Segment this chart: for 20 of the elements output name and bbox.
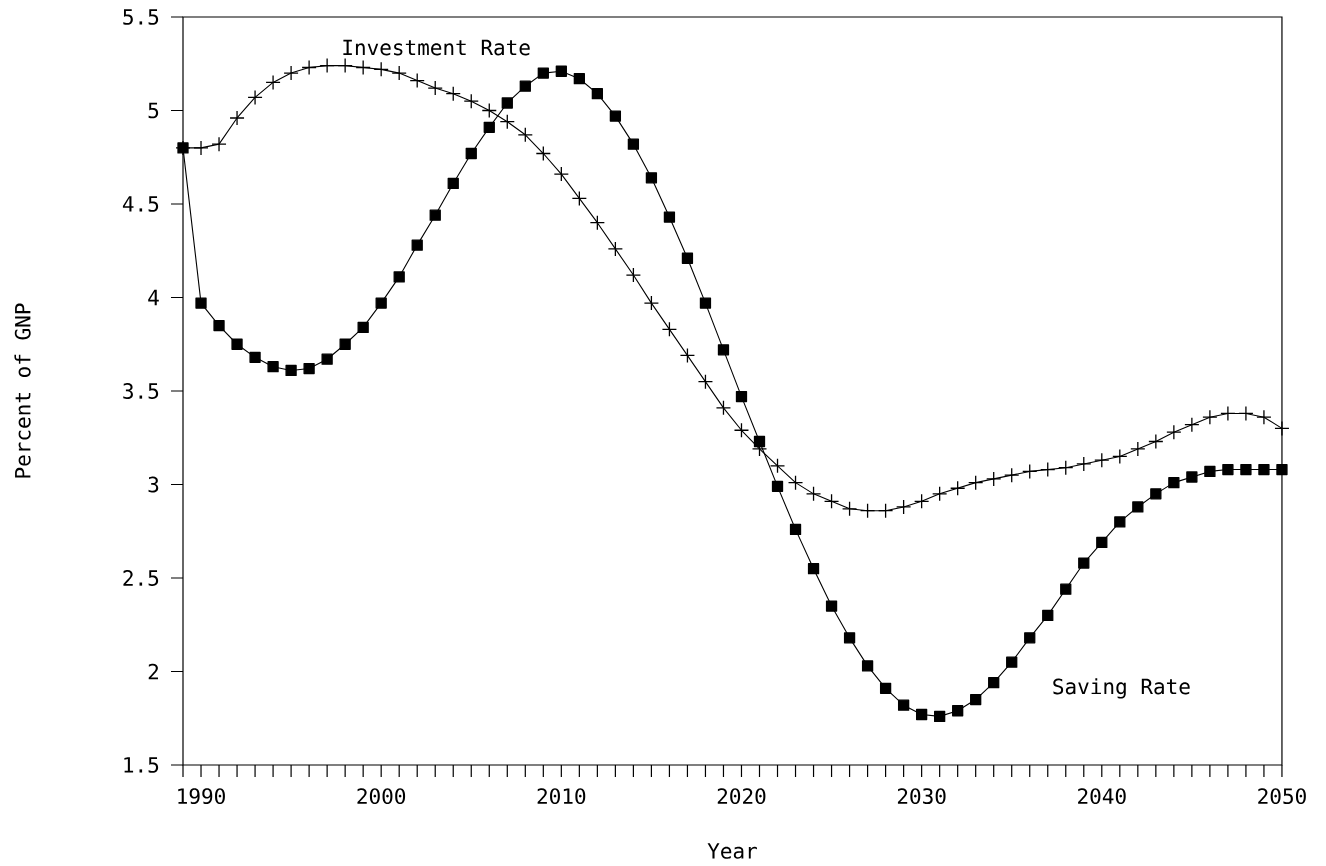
series-label: Saving Rate	[1053, 678, 1190, 699]
y-tick-label: 5	[148, 102, 159, 119]
x-tick-label: 2020	[717, 788, 766, 805]
y-axis-title: Percent of GNP	[14, 303, 31, 478]
y-tick-label: 4.5	[122, 196, 159, 212]
y-tick-label: 1.5	[124, 757, 159, 773]
x-tick-label: 2050	[1258, 788, 1306, 805]
x-tick-label: 1990	[178, 788, 225, 805]
x-tick-label: 2000	[357, 788, 406, 805]
series-label: Investment Rate	[343, 39, 530, 56]
y-tick-label: 3.5	[123, 383, 159, 400]
x-tick-label: 2040	[1078, 788, 1126, 805]
y-tick-label: 2.5	[123, 570, 159, 587]
y-tick-label: 2	[148, 663, 159, 680]
x-tick-label: 2010	[537, 788, 586, 805]
y-tick-label: 4	[148, 289, 159, 306]
x-axis-title: Year	[707, 843, 757, 859]
x-tick-label: 2030	[897, 788, 946, 805]
y-tick-label: 3	[148, 476, 159, 493]
y-tick-label: 5.5	[123, 9, 159, 25]
